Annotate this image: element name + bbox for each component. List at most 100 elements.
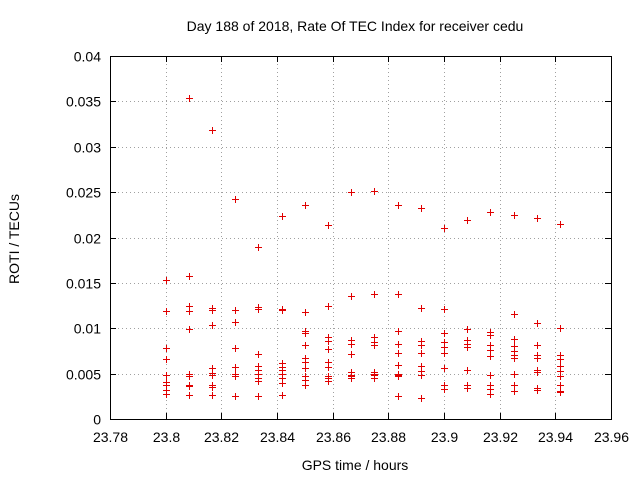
data-point	[302, 330, 309, 337]
data-point	[511, 311, 518, 318]
data-point	[395, 328, 402, 335]
y-tick-label: 0.035	[66, 94, 101, 110]
data-point	[418, 395, 425, 402]
data-point	[557, 221, 564, 228]
data-point	[279, 392, 286, 399]
data-point	[209, 392, 216, 399]
data-point	[441, 330, 448, 337]
data-point	[348, 341, 355, 348]
data-point	[232, 364, 239, 371]
y-tick-label: 0.005	[66, 367, 101, 383]
data-point	[325, 222, 332, 229]
data-point	[325, 303, 332, 310]
y-tick-labels: 0 0.005 0.01 0.015 0.02 0.025 0.03 0.035 0.04	[66, 49, 101, 428]
data-point	[325, 378, 332, 385]
x-tick-labels: 23.78 23.8 23.82 23.84 23.86 23.88 23.9 23.92 23…	[93, 429, 629, 445]
data-point	[418, 342, 425, 349]
data-point	[441, 386, 448, 393]
data-point	[487, 353, 494, 360]
data-point	[534, 342, 541, 349]
data-point	[487, 332, 494, 339]
data-point	[232, 345, 239, 352]
data-point	[163, 391, 170, 398]
data-point	[163, 356, 170, 363]
data-point	[163, 308, 170, 315]
y-tick-label: 0.03	[74, 140, 101, 156]
data-point	[232, 373, 239, 380]
data-point	[418, 205, 425, 212]
data-point	[186, 273, 193, 280]
data-point	[163, 372, 170, 379]
plot-frame	[110, 56, 612, 420]
data-point	[302, 202, 309, 209]
data-point	[534, 369, 541, 376]
data-point	[534, 215, 541, 222]
x-tick-label: 23.96	[594, 429, 629, 445]
y-tick-label: 0.025	[66, 185, 101, 201]
data-point	[279, 213, 286, 220]
x-tick-label: 23.88	[371, 429, 406, 445]
data-point	[557, 356, 564, 363]
data-point	[325, 338, 332, 345]
data-point	[302, 382, 309, 389]
data-point	[209, 372, 216, 379]
data-point	[511, 212, 518, 219]
data-point	[186, 308, 193, 315]
data-point	[534, 320, 541, 327]
data-point	[302, 309, 309, 316]
data-point	[464, 344, 471, 351]
data-point	[371, 375, 378, 382]
data-point	[395, 362, 402, 369]
chart-title: Day 188 of 2018, Rate Of TEC Index for r…	[187, 18, 524, 34]
data-point	[302, 342, 309, 349]
data-point	[511, 388, 518, 395]
data-point	[418, 350, 425, 357]
data-point	[163, 277, 170, 284]
data-point	[186, 392, 193, 399]
data-point	[302, 359, 309, 366]
data-point	[348, 351, 355, 358]
data-point	[395, 341, 402, 348]
data-point	[464, 217, 471, 224]
data-points	[163, 95, 564, 402]
data-point	[325, 364, 332, 371]
data-point	[395, 291, 402, 298]
data-point	[395, 393, 402, 400]
data-point	[511, 355, 518, 362]
data-point	[487, 347, 494, 354]
x-tick-label: 23.94	[538, 429, 573, 445]
data-point	[371, 342, 378, 349]
axis-ticks	[110, 56, 612, 420]
data-point	[418, 372, 425, 379]
data-point	[534, 387, 541, 394]
x-tick-label: 23.92	[483, 429, 518, 445]
data-point	[232, 393, 239, 400]
y-axis-label: ROTI / TECUs	[6, 194, 22, 284]
data-point	[464, 385, 471, 392]
data-point	[255, 306, 262, 313]
data-point	[209, 322, 216, 329]
data-point	[186, 383, 193, 390]
data-point	[511, 336, 518, 343]
data-point	[209, 307, 216, 314]
data-point	[395, 202, 402, 209]
data-point	[464, 367, 471, 374]
data-point	[441, 350, 448, 357]
data-point	[302, 365, 309, 372]
grid-lines	[110, 56, 611, 419]
data-point	[163, 345, 170, 352]
x-tick-label: 23.9	[431, 429, 458, 445]
data-point	[279, 307, 286, 314]
data-point	[395, 373, 402, 380]
data-point	[511, 382, 518, 389]
data-point	[232, 319, 239, 326]
data-point	[255, 351, 262, 358]
data-point	[255, 378, 262, 385]
data-point	[186, 95, 193, 102]
data-point	[487, 209, 494, 216]
data-point	[441, 306, 448, 313]
data-point	[348, 375, 355, 382]
data-point	[487, 391, 494, 398]
data-point	[395, 350, 402, 357]
